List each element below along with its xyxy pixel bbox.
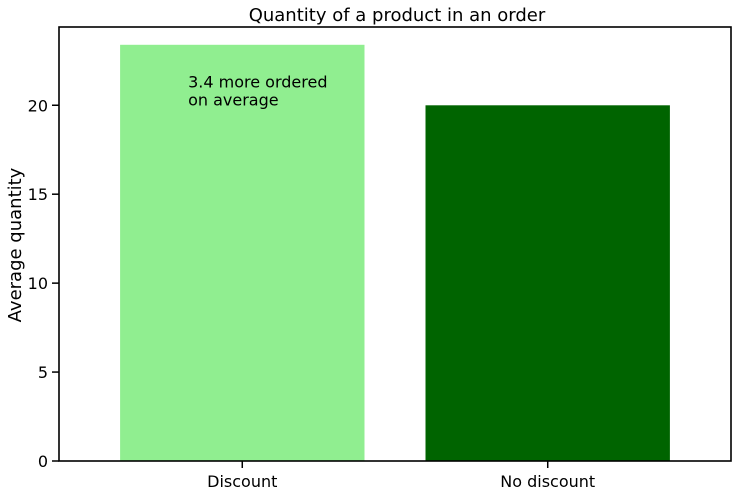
bar-discount: [120, 44, 365, 462]
y-tick-label: 5: [38, 363, 48, 382]
y-tick-label: 10: [28, 274, 48, 293]
bars-group: [120, 44, 670, 462]
y-axis: 0 5 10 15 20: [28, 96, 59, 471]
y-tick-label: 15: [28, 185, 48, 204]
x-tick-label: No discount: [500, 472, 595, 491]
y-axis-label: Average quantity: [5, 167, 26, 322]
y-tick-label: 0: [38, 452, 48, 471]
x-axis: Discount No discount: [207, 461, 595, 491]
bar-no-discount: [425, 105, 670, 462]
plot-frame: [58, 26, 732, 462]
annotation-line: on average: [188, 90, 279, 109]
x-tick-label: Discount: [207, 472, 277, 491]
chart-title: Quantity of a product in an order: [249, 5, 546, 26]
annotation-line: 3.4 more ordered: [188, 72, 327, 91]
y-tick-label: 20: [28, 96, 48, 115]
